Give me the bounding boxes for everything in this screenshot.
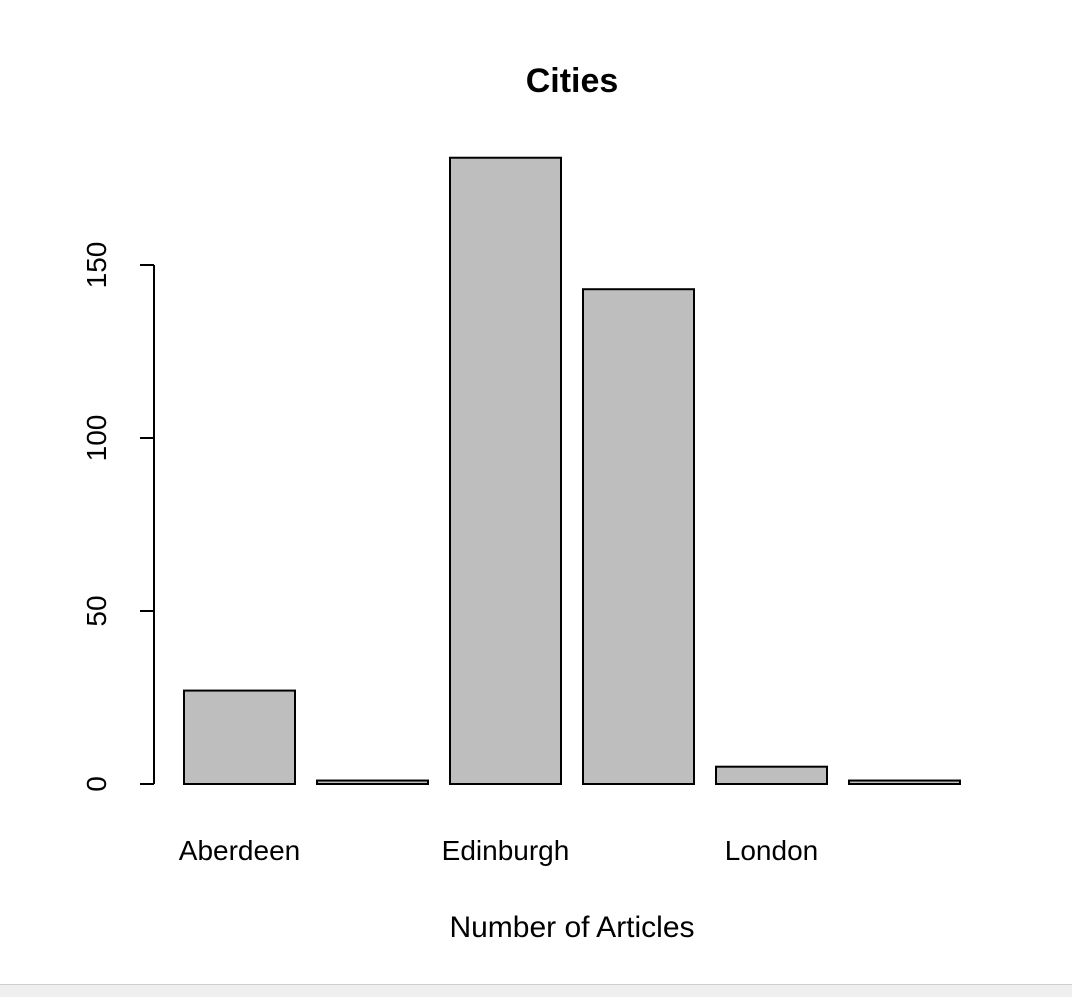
- bar: [183, 689, 296, 786]
- x-tick-label: Aberdeen: [179, 835, 300, 866]
- y-tick-label: 0: [81, 776, 112, 792]
- y-axis: 0 50 100 150: [81, 242, 155, 792]
- bar: [848, 779, 961, 785]
- x-tick-labels: Aberdeen Edinburgh London: [179, 835, 818, 866]
- chart-title: Cities: [526, 62, 619, 100]
- x-tick-label: London: [725, 835, 818, 866]
- x-tick-label: Edinburgh: [442, 835, 570, 866]
- y-tick-label: 100: [81, 415, 112, 462]
- x-axis-label: Number of Articles: [449, 911, 694, 944]
- y-tick-label: 50: [81, 595, 112, 626]
- bar: [715, 765, 828, 786]
- window-bottom-edge: [0, 984, 1072, 997]
- bar: [316, 779, 429, 785]
- bar: [582, 288, 695, 785]
- y-tick-label: 150: [81, 242, 112, 289]
- bar: [449, 156, 562, 786]
- bars: [183, 156, 961, 786]
